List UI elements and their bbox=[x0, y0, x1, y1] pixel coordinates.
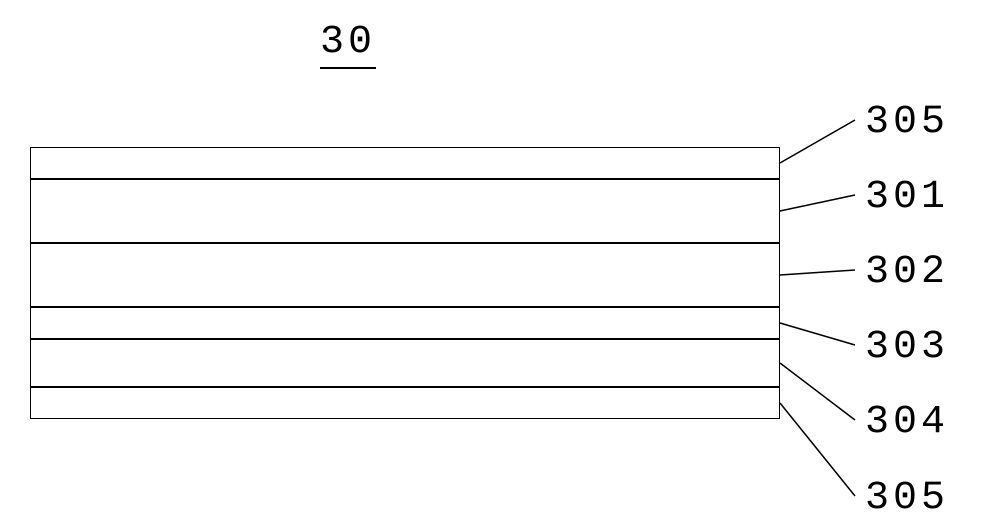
label-301: 301 bbox=[865, 175, 949, 220]
leader-line-5 bbox=[780, 403, 855, 496]
leader-line-3 bbox=[780, 323, 855, 345]
label-305-top: 305 bbox=[865, 100, 949, 145]
label-304: 304 bbox=[865, 400, 949, 445]
layer-302 bbox=[30, 243, 780, 307]
diagram-canvas: 30 305 301 302 303 304 305 bbox=[0, 0, 995, 524]
label-305-bot: 305 bbox=[865, 476, 949, 521]
layer-305-top bbox=[30, 147, 780, 179]
label-303: 303 bbox=[865, 325, 949, 370]
layer-305-bot bbox=[30, 387, 780, 419]
layer-303 bbox=[30, 307, 780, 339]
figure-title: 30 bbox=[320, 20, 376, 69]
leader-line-0 bbox=[780, 120, 855, 163]
label-302: 302 bbox=[865, 250, 949, 295]
leader-line-4 bbox=[780, 363, 855, 420]
leader-line-1 bbox=[780, 195, 855, 211]
leader-line-2 bbox=[780, 270, 855, 275]
layer-304 bbox=[30, 339, 780, 387]
layer-301 bbox=[30, 179, 780, 243]
